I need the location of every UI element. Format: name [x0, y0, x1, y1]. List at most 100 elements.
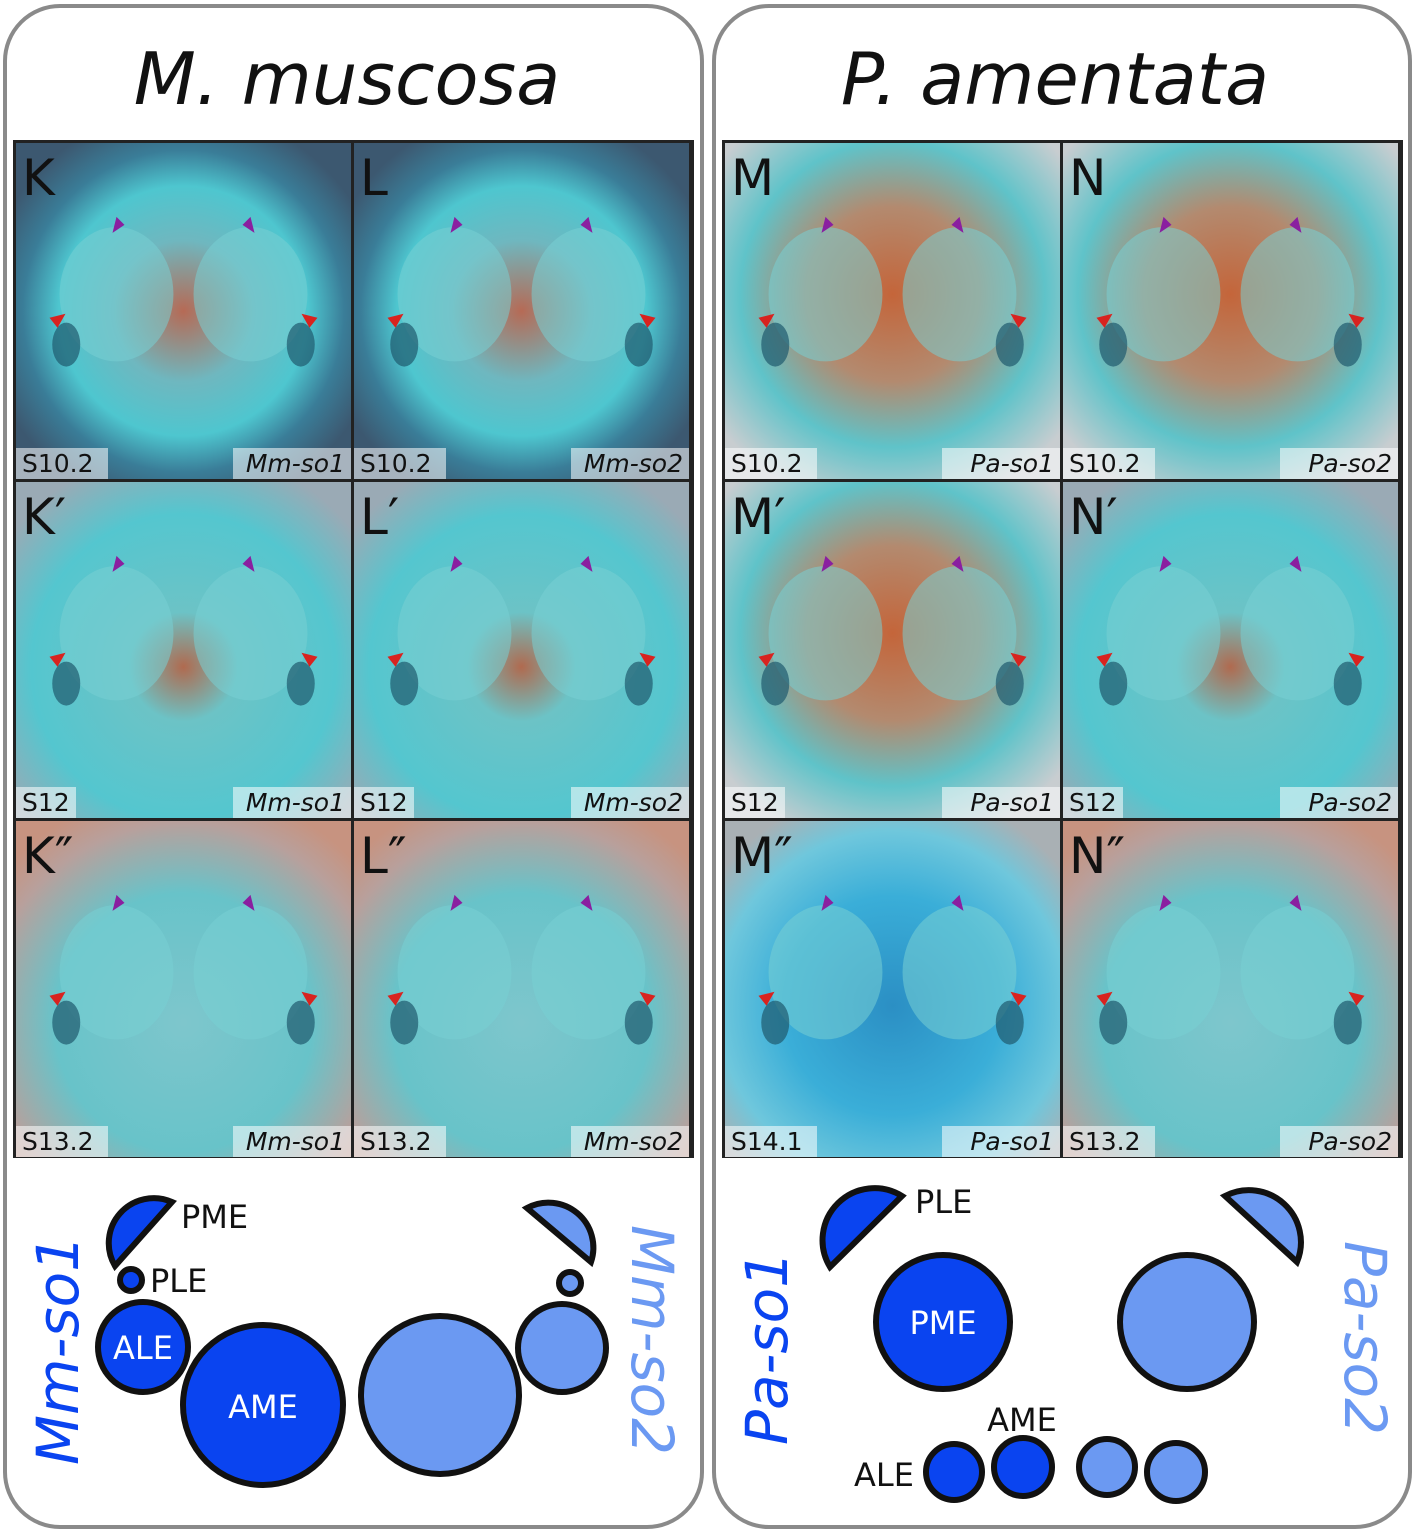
gene-label-bg	[233, 448, 351, 479]
purple-arrowhead	[580, 894, 593, 911]
expression-spot	[624, 1000, 653, 1045]
gene-label-mm-so1: Mm-so1	[24, 1235, 92, 1465]
purple-arrowhead	[821, 894, 834, 911]
micrograph-panel: M′ S12 Pa-so1	[725, 482, 1060, 818]
micrograph-panel: L S10.2 Mm-so2	[354, 143, 689, 479]
purple-arrowhead	[112, 555, 125, 572]
tissue-lobe	[1106, 227, 1221, 362]
expression-spot	[52, 1000, 81, 1045]
red-arrowhead	[49, 313, 66, 328]
right-title: P. amentata	[841, 37, 1269, 121]
panel-letter: L′	[360, 488, 399, 546]
stage-label-bg	[354, 787, 414, 818]
label-ale: ALE	[854, 1456, 914, 1494]
red-arrowhead	[49, 991, 66, 1006]
stage-label: S12	[1069, 788, 1117, 817]
gene-label-bg	[571, 787, 689, 818]
micrograph-panel: L′ S12 Mm-so2	[354, 482, 689, 818]
ple-wedge-so2	[1219, 1187, 1304, 1268]
purple-arrowhead	[821, 555, 834, 572]
gene-label: Pa-so1	[970, 1127, 1054, 1156]
expression-spot	[390, 1000, 419, 1045]
tissue-lobe	[902, 227, 1017, 362]
expression-spot	[1099, 661, 1128, 706]
gene-label-bg	[942, 1126, 1060, 1157]
expression-spot	[1333, 661, 1362, 706]
expression-spot	[286, 322, 315, 367]
tissue-lobe	[1106, 566, 1221, 701]
ale-circle-so2	[515, 1301, 609, 1395]
purple-arrowhead	[580, 555, 593, 572]
gene-label-pa-so1: Pa-so1	[733, 1251, 801, 1445]
gene-label: Pa-so1	[970, 449, 1054, 478]
ple-circle-so1	[117, 1266, 145, 1294]
purple-arrowhead	[1159, 894, 1172, 911]
pme-circle-so2	[1117, 1252, 1257, 1392]
red-arrowhead	[1010, 652, 1027, 667]
tissue-lobe	[1240, 566, 1355, 701]
gene-label-bg	[942, 787, 1060, 818]
micrograph-panel: K S10.2 Mm-so1	[16, 143, 351, 479]
stage-label-bg	[725, 1126, 817, 1157]
stage-label: S12	[731, 788, 779, 817]
stage-label-bg	[1063, 1126, 1155, 1157]
gene-label: Mm-so1	[246, 788, 345, 817]
red-arrowhead	[1348, 652, 1365, 667]
purple-arrowhead	[1289, 894, 1302, 911]
red-arrowhead	[301, 991, 318, 1006]
purple-arrowhead	[112, 894, 125, 911]
label-ame: AME	[228, 1388, 298, 1426]
tissue-lobe	[59, 227, 174, 362]
micrograph-panel: M S10.2 Pa-so1	[725, 143, 1060, 479]
expression-spot	[761, 661, 790, 706]
purple-arrowhead	[242, 894, 255, 911]
tissue-lobe	[1240, 227, 1355, 362]
tissue-lobe	[768, 566, 883, 701]
panel-letter: N	[1069, 149, 1106, 207]
ame-circle-so2	[358, 1313, 522, 1477]
panel-letter: K″	[22, 827, 73, 885]
red-arrowhead	[1096, 991, 1113, 1006]
red-arrowhead	[1010, 991, 1027, 1006]
micrograph-panel: M″ S14.1 Pa-so1	[725, 821, 1060, 1157]
label-ale: ALE	[113, 1329, 173, 1367]
panel-letter: K′	[22, 488, 66, 546]
expression-spot	[1099, 322, 1128, 367]
purple-arrowhead	[951, 894, 964, 911]
gene-label: Mm-so1	[246, 449, 345, 478]
tissue-lobe	[531, 905, 646, 1040]
panel-letter: L″	[360, 827, 407, 885]
ple-circle-so2	[556, 1269, 584, 1297]
red-arrowhead	[758, 652, 775, 667]
stage-label: S10.2	[731, 449, 803, 478]
pme-wedge-so2	[521, 1199, 597, 1268]
stage-label-bg	[354, 1126, 446, 1157]
ale-circle-so1	[923, 1441, 985, 1503]
gene-label-bg	[233, 787, 351, 818]
purple-arrowhead	[1159, 555, 1172, 572]
ale-circle-so2	[1144, 1440, 1208, 1504]
red-arrowhead	[301, 313, 318, 328]
tissue-lobe	[397, 566, 512, 701]
stage-label-bg	[16, 787, 76, 818]
red-arrowhead	[758, 313, 775, 328]
panel-letter: K	[22, 149, 56, 207]
tissue-lobe	[1240, 905, 1355, 1040]
micrograph-panel: N′ S12 Pa-so2	[1063, 482, 1398, 818]
expression-spot	[995, 322, 1024, 367]
gene-label: Mm-so2	[584, 788, 683, 817]
label-ame: AME	[987, 1401, 1057, 1439]
stage-label: S14.1	[731, 1127, 803, 1156]
purple-arrowhead	[821, 216, 834, 233]
expression-spot	[286, 661, 315, 706]
stage-label-bg	[16, 448, 108, 479]
purple-arrowhead	[1289, 555, 1302, 572]
gene-label: Mm-so1	[246, 1127, 345, 1156]
red-arrowhead	[758, 991, 775, 1006]
gene-label: Mm-so2	[584, 449, 683, 478]
micrograph-panel: N S10.2 Pa-so2	[1063, 143, 1398, 479]
expression-spot	[1333, 1000, 1362, 1045]
expression-spot	[286, 1000, 315, 1045]
red-arrowhead	[387, 991, 404, 1006]
gene-label-bg	[942, 448, 1060, 479]
